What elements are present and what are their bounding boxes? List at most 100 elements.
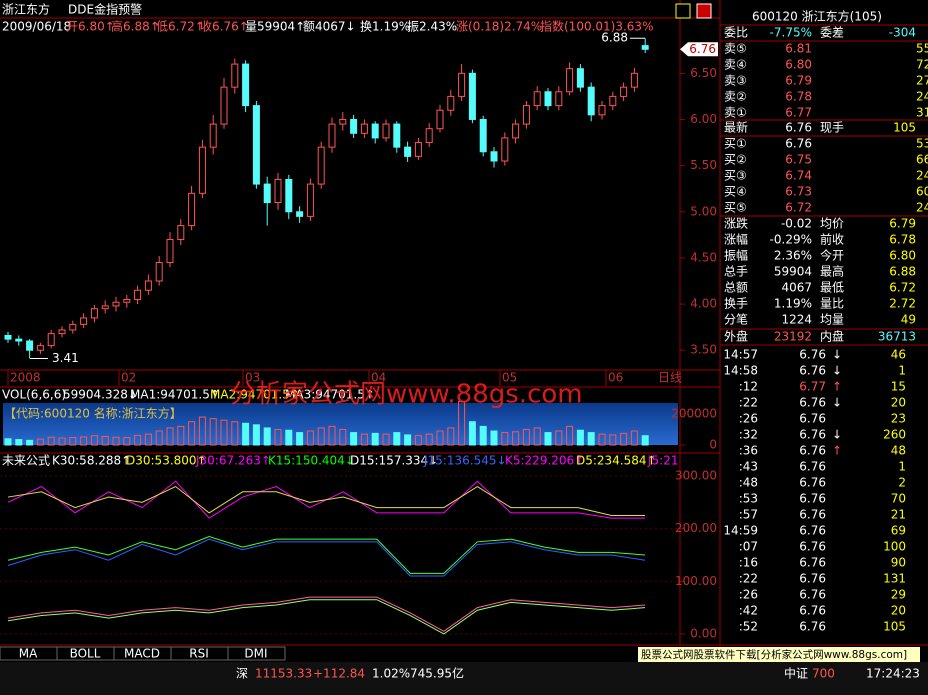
candle-body bbox=[69, 323, 77, 331]
quote-cell: 6.80 bbox=[785, 58, 812, 72]
quote-item: 开6.80↑ bbox=[66, 20, 115, 34]
watermark: 分析家公式网www.88gs.com bbox=[230, 380, 583, 410]
status-time: 17:24:23 bbox=[866, 667, 920, 681]
tick-price: 6.76 bbox=[799, 572, 826, 586]
candle-body bbox=[166, 238, 174, 264]
tick-time: :22 bbox=[739, 572, 758, 586]
volume-bar bbox=[252, 424, 260, 446]
candle-body bbox=[479, 118, 487, 153]
quote-cell: 279 bbox=[916, 74, 928, 88]
quote-cell: 6.76 bbox=[785, 121, 812, 135]
indicator-legend: K15:150.404↓ bbox=[268, 454, 355, 468]
volume-bar bbox=[317, 427, 325, 446]
volume-bar bbox=[112, 436, 120, 446]
candle-body bbox=[317, 146, 325, 185]
settings-icon[interactable] bbox=[675, 3, 691, 19]
quote-item: 涨(0.18)2.74% bbox=[456, 19, 542, 34]
tick-time: :07 bbox=[739, 540, 758, 554]
volume-legend: VOL(6,6,6) bbox=[2, 388, 66, 402]
candle-body bbox=[296, 211, 304, 217]
quote-cell: 6.74 bbox=[785, 169, 812, 183]
quote-cell: 6.78 bbox=[785, 90, 812, 104]
candle-body bbox=[630, 72, 638, 88]
volume-bar bbox=[166, 427, 174, 446]
candle-body bbox=[4, 334, 12, 340]
quote-cell: 总额 bbox=[724, 281, 748, 295]
quote-cell: 23192 bbox=[774, 330, 812, 344]
quote-cell: 317 bbox=[916, 106, 928, 120]
tick-arrow: ↑ bbox=[832, 444, 842, 458]
close-icon[interactable] bbox=[696, 3, 712, 19]
volume-bar bbox=[555, 430, 563, 446]
quote-cell: 换手 bbox=[724, 297, 748, 311]
candle-body bbox=[220, 86, 228, 125]
volume-bar bbox=[436, 430, 444, 446]
candle-body bbox=[274, 178, 282, 204]
volume-bar bbox=[177, 425, 185, 446]
indicator-legend: D15:157.334↓ bbox=[350, 454, 438, 468]
indicator-legend: D5:234.584↑ bbox=[576, 454, 657, 468]
volume-bar bbox=[242, 422, 250, 446]
tab[interactable] bbox=[227, 646, 286, 661]
tick-volume: 20 bbox=[891, 396, 906, 410]
period-label: 日线 bbox=[658, 371, 682, 385]
tick-volume: 90 bbox=[891, 556, 906, 570]
candle-body bbox=[350, 118, 358, 134]
volume-bar bbox=[393, 432, 401, 446]
y-tick-label: 200000 bbox=[671, 406, 717, 420]
y-tick-label: 6.50 bbox=[690, 66, 717, 80]
alert-label: DDE金指预警 bbox=[68, 2, 142, 17]
x-tick-label: 2008 bbox=[10, 371, 41, 385]
candle-body bbox=[188, 192, 196, 227]
quote-item: 量59904↑ bbox=[245, 20, 305, 34]
tick-price: 6.76 bbox=[799, 348, 826, 362]
volume-bar bbox=[641, 435, 649, 446]
high-label: 6.88 bbox=[601, 31, 628, 45]
tick-time: :43 bbox=[739, 460, 758, 474]
volume-legend: 59904.328↓ bbox=[63, 388, 138, 402]
y-tick-label: 300.00 bbox=[675, 469, 717, 483]
quote-cell: 4067 bbox=[781, 281, 812, 295]
status-index: 11153.33 bbox=[255, 667, 312, 681]
quote-cell: 6.76 bbox=[785, 137, 812, 151]
indicator-line bbox=[7, 596, 646, 632]
x-tick-label: 02 bbox=[121, 371, 136, 385]
volume-bar bbox=[26, 439, 34, 446]
quote-cell: 总手 bbox=[724, 265, 748, 279]
volume-bar bbox=[598, 433, 606, 446]
quote-cell: 委比 bbox=[724, 26, 748, 40]
quote-cell: -0.29% bbox=[770, 233, 812, 247]
volume-bar bbox=[36, 438, 44, 446]
candle-body bbox=[155, 262, 163, 282]
quote-cell: 1224 bbox=[781, 313, 812, 327]
volume-bar bbox=[576, 429, 584, 446]
candle-body bbox=[587, 86, 595, 116]
code-info: 【代码:600120 名称:浙江东方】 bbox=[4, 406, 182, 421]
tick-price: 6.76 bbox=[799, 556, 826, 570]
x-tick-label: 06 bbox=[608, 371, 623, 385]
candle-body bbox=[328, 123, 336, 148]
indicator-legend: D30:53.800↑ bbox=[126, 454, 207, 468]
volume-bar bbox=[522, 428, 530, 446]
volume-bar bbox=[479, 425, 487, 446]
tick-time: :32 bbox=[739, 428, 758, 442]
quote-cell: 现手 bbox=[820, 121, 844, 135]
candle-body bbox=[209, 123, 217, 148]
candle-body bbox=[447, 95, 455, 111]
candle-body bbox=[620, 86, 628, 97]
quote-cell: 涨幅 bbox=[724, 232, 748, 247]
volume-bar bbox=[458, 401, 466, 446]
quote-cell: 602 bbox=[916, 185, 928, 199]
volume-bar bbox=[371, 432, 379, 446]
tab-label: MACD bbox=[124, 647, 160, 661]
quote-cell: 244 bbox=[916, 90, 928, 104]
quote-cell: 最高 bbox=[820, 264, 844, 279]
tick-price: 6.76 bbox=[799, 508, 826, 522]
status-market: 深 bbox=[236, 667, 248, 681]
candle-body bbox=[47, 333, 55, 347]
tick-arrow: ↓ bbox=[832, 396, 842, 410]
y-tick-label: 0.00 bbox=[690, 626, 717, 640]
quote-cell: 内盘 bbox=[820, 329, 844, 344]
quote-cell: 最新 bbox=[724, 120, 748, 135]
